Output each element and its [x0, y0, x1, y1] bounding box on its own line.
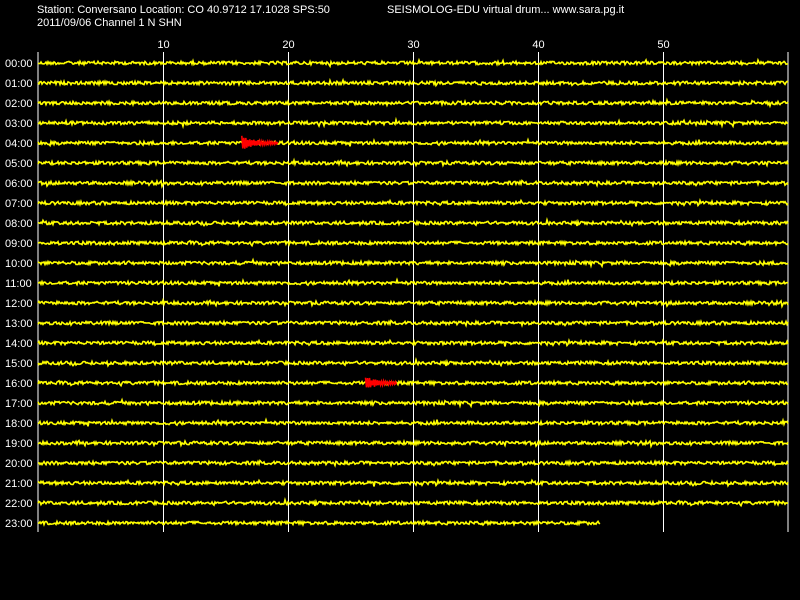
- hour-row-label: 13:00: [5, 318, 33, 330]
- hour-row-labels: 00:00 01:00 02:00 03:00 04:00 05:00 06:00 07:00…: [5, 58, 33, 530]
- trace-row: [37, 337, 789, 348]
- x-tick-label: 20: [282, 39, 294, 51]
- hour-row-label: 09:00: [5, 238, 33, 250]
- hour-row-label: 19:00: [5, 438, 33, 450]
- hour-row-label: 08:00: [5, 218, 33, 230]
- trace-row: [37, 438, 789, 449]
- trace-row: [37, 458, 789, 468]
- hour-row-label: 14:00: [5, 338, 33, 350]
- hour-row-label: 05:00: [5, 158, 33, 170]
- hour-row-label: 18:00: [5, 418, 33, 430]
- trace-row: [37, 417, 789, 427]
- trace-row: [37, 238, 789, 248]
- hour-row-label: 02:00: [5, 98, 33, 110]
- trace-row: [37, 137, 789, 148]
- x-tick-labels: 10 20 30 40 50: [157, 39, 669, 51]
- trace-row: [37, 518, 601, 527]
- trace-row: [37, 477, 789, 488]
- trace-row: [37, 116, 789, 130]
- seismic-event: [241, 135, 279, 149]
- trace-row: [37, 496, 788, 508]
- trace-row: [37, 197, 789, 208]
- trace-row: [37, 397, 789, 409]
- hour-row-label: 11:00: [5, 278, 32, 290]
- trace-row: [37, 277, 789, 287]
- trace-row: [37, 257, 789, 269]
- hour-row-label: 21:00: [5, 478, 33, 490]
- hour-row-label: 17:00: [5, 398, 33, 410]
- trace-row: [37, 318, 789, 328]
- hour-row-label: 04:00: [5, 138, 33, 150]
- seismic-event: [364, 377, 398, 389]
- trace-row: [37, 356, 789, 368]
- hour-row-label: 03:00: [5, 118, 33, 130]
- trace-row: [37, 297, 789, 309]
- trace-row: [37, 378, 788, 388]
- hour-row-label: 10:00: [5, 258, 33, 270]
- station-info: Station: Conversano Location: CO 40.9712…: [37, 4, 330, 16]
- traces: [37, 57, 789, 527]
- hour-row-label: 01:00: [5, 78, 33, 90]
- x-tick-label: 10: [157, 39, 169, 51]
- hour-row-label: 00:00: [5, 58, 33, 70]
- hour-row-label: 23:00: [5, 518, 33, 530]
- hour-row-label: 16:00: [5, 378, 33, 390]
- hour-row-label: 06:00: [5, 178, 33, 190]
- x-tick-label: 50: [657, 39, 669, 51]
- hour-row-label: 12:00: [5, 298, 33, 310]
- trace-row: [37, 57, 789, 69]
- trace-row: [37, 216, 789, 228]
- grid: [37, 52, 789, 532]
- hour-row-label: 07:00: [5, 198, 33, 210]
- trace-row: [37, 157, 789, 168]
- trace-row: [37, 178, 789, 189]
- hour-row-label: 22:00: [5, 498, 33, 510]
- date-channel-info: 2011/09/06 Channel 1 N SHN: [37, 17, 182, 29]
- events: [241, 135, 398, 389]
- software-info: SEISMOLOG-EDU virtual drum... www.sara.p…: [387, 4, 625, 16]
- trace-row: [37, 77, 789, 88]
- hour-row-label: 20:00: [5, 458, 33, 470]
- x-tick-label: 30: [407, 39, 419, 51]
- trace-row: [37, 97, 789, 109]
- x-tick-label: 40: [532, 39, 544, 51]
- hour-row-label: 15:00: [5, 358, 33, 370]
